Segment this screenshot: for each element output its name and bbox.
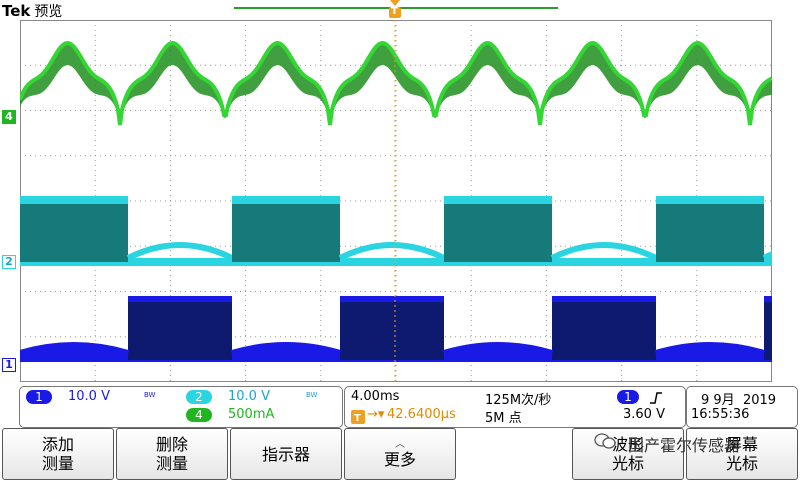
waveform-cursors-button[interactable]: 波形 光标 — [572, 428, 684, 480]
channel-2-hump — [550, 242, 658, 261]
trigger-source: 1 — [624, 390, 632, 404]
channel-2-number: 2 — [195, 390, 203, 404]
channel-1-badge[interactable]: 1 — [26, 390, 52, 404]
channel-4-scale: 500mA — [228, 407, 275, 422]
delete-measurement-button[interactable]: 删除 测量 — [116, 428, 228, 480]
channel-readout[interactable]: 1 10.0 V BW 2 10.0 V BW 4 500mA — [19, 386, 343, 428]
channel-2-marker[interactable]: 2 — [2, 255, 16, 269]
channel-1-marker-label: 1 — [5, 358, 13, 371]
trigger-position-label: T — [391, 6, 398, 17]
channel-2-baseline — [20, 258, 772, 266]
channel-1-burst-top — [764, 296, 772, 302]
channel-4-marker[interactable]: 4 — [2, 110, 16, 124]
channel-1-waveform — [20, 296, 772, 362]
softkey-label: 删除 — [155, 435, 188, 454]
channel-1-scale: 10.0 V — [68, 389, 110, 404]
channel-2-hump — [338, 242, 446, 261]
softkey-label: 添加 — [41, 435, 74, 454]
waveform-display[interactable] — [20, 20, 772, 382]
channel-2-burst-top — [656, 196, 764, 204]
channel-4-trace — [20, 40, 772, 126]
channel-1-hump — [20, 342, 130, 358]
more-arrow-icon: ︿ — [395, 438, 405, 450]
channel-1-burst-top — [340, 296, 444, 302]
channel-2-bw-limit: BW — [306, 391, 318, 399]
channel-4-band — [20, 43, 772, 125]
channel-1-burst — [340, 298, 444, 360]
wechat-icon — [594, 432, 616, 454]
channel-1-bw-limit: BW — [144, 391, 156, 399]
trigger-delay: 42.6400µs — [387, 407, 456, 422]
channel-2-burst — [444, 198, 552, 262]
add-measurement-button[interactable]: 添加 测量 — [2, 428, 114, 480]
trigger-delay-arrow: →▾ — [367, 407, 385, 422]
channel-1-hump — [442, 342, 554, 358]
channel-1-burst — [552, 298, 656, 360]
datetime-readout: 9 9月 2019 16:55:36 — [686, 386, 798, 428]
acquisition-mode: 预览 — [34, 4, 63, 20]
channel-4-marker-label: 4 — [5, 110, 13, 123]
channel-2-burst — [232, 198, 340, 262]
channel-2-scale: 10.0 V — [228, 389, 270, 404]
more-button[interactable]: ︿ 更多 — [344, 428, 456, 480]
channel-2-hump — [126, 242, 234, 261]
channel-1-hump — [654, 342, 766, 358]
channel-1-burst-top — [128, 296, 232, 302]
softkey-label: 更多 — [383, 449, 416, 469]
rising-edge-icon — [649, 390, 663, 409]
softkey-label: 光标 — [611, 454, 644, 473]
softkey-label: 测量 — [41, 454, 74, 473]
date: 9 9月 2019 — [701, 393, 777, 408]
trigger-level: 3.60 V — [623, 407, 665, 422]
softkey-label: 测量 — [155, 454, 188, 473]
indicators-button[interactable]: 指示器 — [230, 428, 342, 480]
time: 16:55:36 — [691, 407, 750, 422]
sample-rate: 125M次/秒 — [485, 393, 552, 408]
trigger-delay-icon: T — [351, 409, 365, 424]
watermark-text: 国产霍尔传感器 — [628, 436, 741, 455]
record-length: 5M 点 — [485, 411, 522, 426]
channel-2-burst-top — [20, 196, 128, 204]
channel-2-burst — [20, 198, 128, 262]
channel-4-badge[interactable]: 4 — [186, 408, 212, 422]
brand-name: Tek — [2, 2, 31, 20]
title-bar: Tek 预览 T — [0, 0, 800, 20]
channel-1-number: 1 — [35, 390, 43, 404]
channel-2-marker-label: 2 — [5, 255, 13, 268]
channel-1-burst-top — [552, 296, 656, 302]
svg-text:T: T — [354, 413, 361, 424]
channel-1-hump — [230, 342, 342, 358]
trigger-position-marker[interactable]: T — [388, 0, 402, 18]
channel-2-burst — [656, 198, 764, 262]
channel-2-waveform — [20, 196, 772, 266]
channel-1-burst — [128, 298, 232, 360]
trigger-source-badge[interactable]: 1 — [617, 390, 639, 404]
channel-4-waveform — [20, 40, 772, 126]
channel-1-marker[interactable]: 1 — [2, 358, 16, 372]
softkey-label: 屏幕 — [725, 435, 758, 454]
timebase-trigger-readout[interactable]: 4.00ms 125M次/秒 T →▾ 42.6400µs 5M 点 1 3.6… — [344, 386, 686, 428]
softkey-label: 指示器 — [261, 444, 310, 464]
channel-1-burst — [764, 298, 772, 360]
channel-2-burst-top — [444, 196, 552, 204]
brand-logo: Tek 预览 — [2, 1, 62, 21]
channel-2-badge[interactable]: 2 — [186, 390, 212, 404]
softkey-label: 光标 — [725, 454, 758, 473]
horizontal-scale: 4.00ms — [351, 389, 400, 404]
channel-2-burst-top — [232, 196, 340, 204]
watermark: 国产霍尔传感器 — [590, 430, 790, 456]
channel-4-number: 4 — [195, 408, 203, 422]
softkey-label: 波形 — [611, 435, 644, 454]
